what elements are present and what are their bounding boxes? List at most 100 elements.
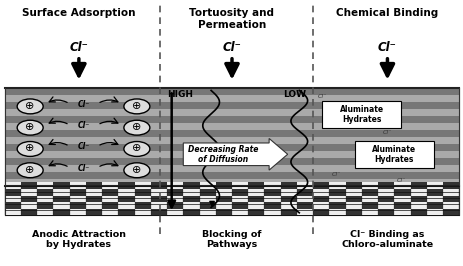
Bar [134, 196, 150, 202]
Bar [21, 209, 37, 215]
Bar [118, 182, 134, 189]
Bar [134, 209, 150, 215]
Bar [69, 209, 86, 215]
Text: Surface Adsorption: Surface Adsorption [22, 8, 135, 18]
Bar [102, 182, 118, 189]
Bar [5, 172, 458, 179]
Bar [232, 202, 248, 209]
Text: Tortuosity and
Permeation: Tortuosity and Permeation [189, 8, 274, 30]
Bar [5, 196, 21, 202]
Bar [37, 182, 53, 189]
Bar [5, 123, 458, 130]
Bar [215, 209, 232, 215]
Bar [37, 196, 53, 202]
Bar [426, 189, 442, 196]
Bar [264, 196, 280, 202]
Bar [394, 189, 410, 196]
Bar [354, 141, 433, 168]
Bar [21, 189, 37, 196]
Text: Cl⁻: Cl⁻ [77, 142, 89, 151]
Bar [183, 209, 199, 215]
Bar [248, 202, 264, 209]
Bar [37, 189, 53, 196]
Bar [410, 202, 426, 209]
Bar [394, 182, 410, 189]
Bar [21, 182, 37, 189]
Bar [86, 182, 102, 189]
Bar [183, 202, 199, 209]
Bar [118, 202, 134, 209]
Bar [102, 202, 118, 209]
Text: Blocking of
Pathways: Blocking of Pathways [202, 230, 261, 249]
Bar [410, 196, 426, 202]
Bar [134, 189, 150, 196]
Bar [118, 209, 134, 215]
Bar [345, 196, 361, 202]
Bar [313, 202, 329, 209]
Circle shape [17, 99, 43, 114]
Bar [345, 209, 361, 215]
Bar [215, 182, 232, 189]
Bar [345, 189, 361, 196]
Text: Cl⁻: Cl⁻ [69, 41, 88, 54]
Text: Anodic Attraction
by Hydrates: Anodic Attraction by Hydrates [32, 230, 125, 249]
Bar [5, 202, 21, 209]
Bar [264, 202, 280, 209]
Bar [313, 189, 329, 196]
Bar [264, 189, 280, 196]
Bar [5, 95, 458, 102]
Circle shape [124, 163, 150, 178]
Text: Cl⁻: Cl⁻ [382, 131, 391, 135]
Bar [167, 209, 183, 215]
Bar [426, 209, 442, 215]
Bar [134, 202, 150, 209]
Bar [296, 209, 313, 215]
Bar [150, 196, 167, 202]
Bar [102, 196, 118, 202]
Text: ⊕: ⊕ [132, 143, 141, 153]
Bar [37, 202, 53, 209]
Text: ⊕: ⊕ [25, 143, 35, 153]
Bar [199, 196, 215, 202]
Bar [394, 209, 410, 215]
Bar [442, 189, 458, 196]
Circle shape [124, 99, 150, 114]
Bar [53, 196, 69, 202]
Bar [150, 202, 167, 209]
Bar [199, 182, 215, 189]
Bar [199, 202, 215, 209]
Text: ⊕: ⊕ [132, 122, 141, 132]
Bar [69, 196, 86, 202]
Bar [232, 209, 248, 215]
Bar [361, 209, 377, 215]
Bar [313, 196, 329, 202]
Bar [215, 196, 232, 202]
Circle shape [124, 120, 150, 135]
Bar [361, 182, 377, 189]
Text: Cl⁻: Cl⁻ [77, 164, 89, 173]
Bar [361, 196, 377, 202]
Bar [264, 209, 280, 215]
Bar [199, 209, 215, 215]
Bar [313, 209, 329, 215]
Bar [5, 151, 458, 158]
Text: Chemical Binding: Chemical Binding [336, 8, 438, 18]
Bar [5, 102, 458, 109]
Bar [86, 209, 102, 215]
Bar [345, 182, 361, 189]
Bar [248, 189, 264, 196]
Text: Cl⁻: Cl⁻ [396, 178, 405, 183]
Bar [167, 196, 183, 202]
Bar [329, 182, 345, 189]
Bar [53, 209, 69, 215]
Bar [21, 202, 37, 209]
Bar [69, 202, 86, 209]
Bar [86, 189, 102, 196]
Bar [232, 189, 248, 196]
Bar [167, 189, 183, 196]
Bar [53, 182, 69, 189]
Bar [183, 196, 199, 202]
Bar [377, 196, 394, 202]
Bar [377, 182, 394, 189]
Bar [199, 189, 215, 196]
